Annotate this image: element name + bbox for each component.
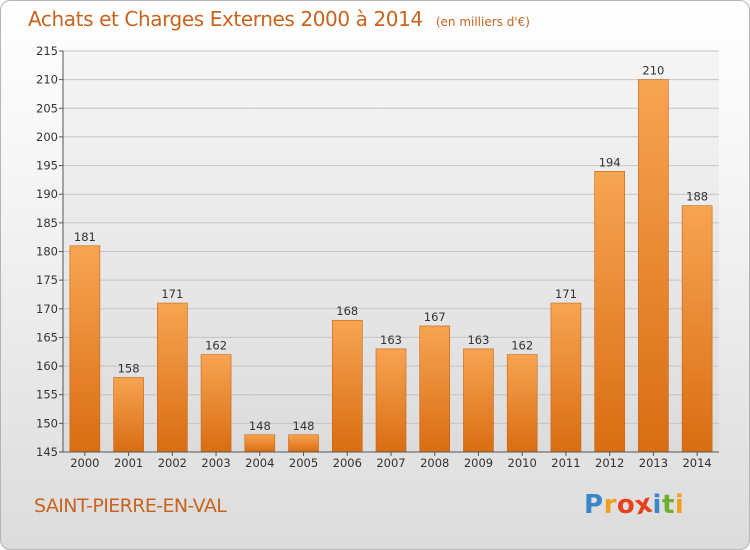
y-tick-label: 215 xyxy=(36,44,58,58)
x-tick-label: 2006 xyxy=(333,456,362,470)
x-tick-label: 2011 xyxy=(551,456,580,470)
bar-2006 xyxy=(331,319,363,453)
data-label: 163 xyxy=(380,333,402,347)
data-label: 181 xyxy=(74,230,96,244)
y-tick-label: 165 xyxy=(36,330,58,344)
logo-letter: i xyxy=(652,490,662,520)
x-tick-label: 2009 xyxy=(464,456,493,470)
bar-2014 xyxy=(681,205,713,453)
y-tick-label: 170 xyxy=(36,302,58,316)
bar-2002 xyxy=(157,302,188,453)
y-tick-label: 155 xyxy=(36,388,58,402)
y-tick-label: 150 xyxy=(36,416,58,430)
y-axis: 145 150 155 160 165 170 175 180 185 190 195 200 205 2… xyxy=(36,44,64,459)
bar-2011 xyxy=(550,302,582,453)
chart-title: Achats et Charges Externes 2000 à 2014 (… xyxy=(28,7,530,31)
bar-2012 xyxy=(594,171,625,453)
bars: 181 158 171 162 148 148 168 163 167 163 162 171 194 2… xyxy=(69,64,713,453)
data-label: 171 xyxy=(555,287,577,301)
x-tick-label: 2012 xyxy=(595,456,624,470)
y-tick-label: 185 xyxy=(36,216,58,230)
data-label: 210 xyxy=(642,64,664,78)
x-tick-label: 2005 xyxy=(289,456,318,470)
chart-title-text: Achats et Charges Externes 2000 à 2014 xyxy=(28,7,423,31)
y-tick-label: 180 xyxy=(36,245,58,259)
logo-letter: P xyxy=(584,490,604,520)
bar-2003 xyxy=(200,354,232,453)
y-tick-label: 175 xyxy=(36,273,58,287)
x-tick-label: 2002 xyxy=(158,456,187,470)
y-tick-label: 190 xyxy=(36,187,58,201)
data-label: 168 xyxy=(336,304,358,318)
bar-2000 xyxy=(69,245,101,453)
bar-2010 xyxy=(506,354,538,453)
logo-letter: i xyxy=(674,490,685,520)
bar-2013 xyxy=(638,79,669,453)
x-axis: 2000 2001 2002 2003 2004 2005 2006 2007 2008 2009… xyxy=(63,451,719,470)
chart-unit-text: (en milliers d'€) xyxy=(435,15,530,29)
logo-letter: o xyxy=(616,490,636,520)
x-tick-label: 2013 xyxy=(639,456,668,470)
bar-2005 xyxy=(288,434,319,453)
logo-letter: r xyxy=(603,490,617,520)
data-label: 194 xyxy=(599,155,621,169)
y-tick-label: 195 xyxy=(36,159,58,173)
x-tick-label: 2003 xyxy=(201,456,230,470)
data-label: 171 xyxy=(161,287,183,301)
data-label: 188 xyxy=(686,190,708,204)
bar-2009 xyxy=(463,348,494,453)
x-tick-label: 2010 xyxy=(508,456,537,470)
y-tick-label: 205 xyxy=(36,101,58,115)
place-name: SAINT-PIERRE-EN-VAL xyxy=(34,495,227,517)
bar-2008 xyxy=(419,325,451,453)
bar-2004 xyxy=(244,434,276,453)
logo-letter: t xyxy=(661,490,675,520)
data-label: 162 xyxy=(205,339,227,353)
x-tick-label: 2014 xyxy=(682,456,711,470)
data-label: 158 xyxy=(118,362,140,376)
data-label: 163 xyxy=(467,333,489,347)
y-tick-label: 200 xyxy=(36,130,58,144)
x-tick-label: 2007 xyxy=(376,456,405,470)
data-label: 148 xyxy=(249,419,271,433)
data-label: 148 xyxy=(293,419,315,433)
data-label: 162 xyxy=(511,339,533,353)
x-tick-label: 2001 xyxy=(114,456,143,470)
bar-2007 xyxy=(375,348,407,453)
y-tick-label: 145 xyxy=(36,445,58,459)
y-tick-label: 160 xyxy=(36,359,58,373)
proxiti-logo: Proxiti xyxy=(584,489,685,522)
x-tick-label: 2008 xyxy=(420,456,449,470)
x-tick-label: 2004 xyxy=(245,456,274,470)
x-tick-label: 2000 xyxy=(70,456,99,470)
y-tick-label: 210 xyxy=(36,73,58,87)
bar-2001 xyxy=(113,377,144,453)
data-label: 167 xyxy=(424,310,446,324)
